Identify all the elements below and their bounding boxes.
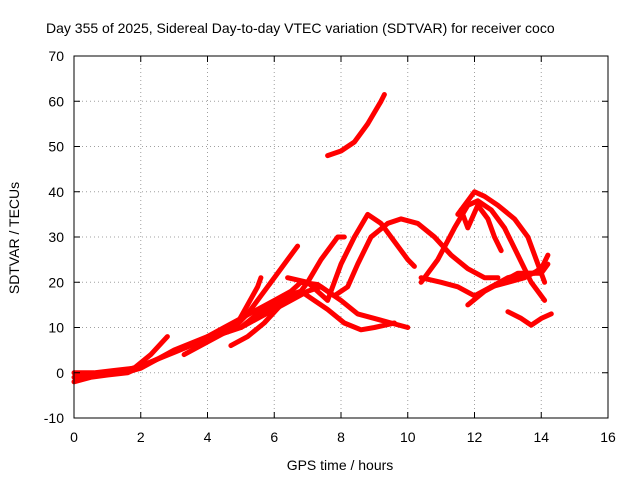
series-trace-12: [418, 198, 548, 303]
series-trace-3: [71, 334, 170, 376]
series-layer: [71, 92, 554, 385]
x-axis-label: GPS time / hours: [287, 457, 394, 473]
x-tick-label: 8: [337, 429, 345, 445]
x-tick-labels: 0 2 4 6 8 10 12 14 16: [70, 429, 616, 445]
x-tick-label: 4: [204, 429, 212, 445]
y-tick-label: -10: [44, 410, 64, 426]
y-tick-label: 40: [48, 184, 64, 200]
y-tick-label: 20: [48, 274, 64, 290]
x-tick-label: 12: [467, 429, 483, 445]
y-tick-label: 60: [48, 93, 64, 109]
y-tick-label: 30: [48, 229, 64, 245]
axis-ticks: [73, 55, 609, 419]
series-trace-14: [455, 189, 548, 285]
y-tick-label: 10: [48, 320, 64, 336]
chart-title: Day 355 of 2025, Sidereal Day-to-day VTE…: [46, 20, 555, 36]
series-trace-9: [238, 216, 501, 330]
y-tick-label: 70: [48, 48, 64, 64]
series-trace-4: [121, 288, 397, 376]
series-trace-18: [488, 261, 551, 290]
y-tick-label: 0: [56, 365, 64, 381]
y-tick-label: 50: [48, 139, 64, 155]
x-tick-label: 14: [533, 429, 549, 445]
grid-lines: [74, 56, 608, 418]
x-tick-label: 16: [600, 429, 616, 445]
series-trace-17: [505, 309, 554, 328]
x-tick-label: 0: [70, 429, 78, 445]
x-tick-label: 10: [400, 429, 416, 445]
x-tick-label: 6: [270, 429, 278, 445]
series-trace-11: [325, 92, 387, 159]
series-trace-15: [458, 202, 504, 254]
series-trace-6: [221, 275, 264, 335]
y-tick-labels: -10 0 10 20 30 40 50 60 70: [44, 48, 64, 426]
x-tick-label: 2: [137, 429, 145, 445]
y-axis-label: SDTVAR / TECUs: [6, 182, 22, 294]
series-trace-10: [285, 211, 417, 303]
